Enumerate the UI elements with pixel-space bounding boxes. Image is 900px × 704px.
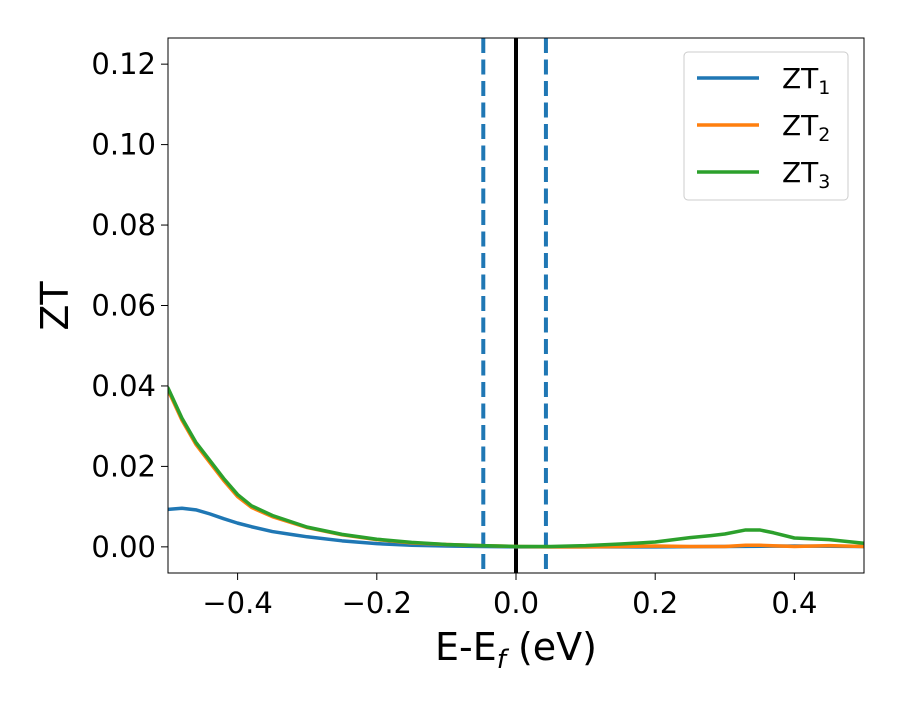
y-axis-ticks: 0.00 0.02 0.04 0.06 0.08 0.10 0.12 — [91, 47, 168, 564]
y-tick-label: 0.12 — [91, 47, 156, 81]
x-tick-label: 0.0 — [493, 586, 539, 620]
legend-label-zt3: ZT3 — [782, 156, 830, 193]
x-tick-label: −0.2 — [342, 586, 412, 620]
x-axis-label: E-Ef (eV) — [435, 625, 597, 675]
x-tick-label: −0.4 — [202, 586, 272, 620]
x-axis-ticks: −0.4 −0.2 0.0 0.2 0.4 — [202, 573, 817, 620]
y-tick-label: 0.08 — [91, 208, 156, 242]
legend: ZT1 ZT2 ZT3 — [683, 51, 849, 201]
y-tick-label: 0.02 — [91, 449, 156, 483]
y-tick-label: 0.04 — [91, 369, 156, 403]
y-tick-label: 0.06 — [91, 289, 156, 323]
legend-box — [683, 51, 849, 201]
x-tick-label: 0.2 — [632, 586, 678, 620]
legend-label-zt2: ZT2 — [782, 109, 830, 146]
y-tick-label: 0.00 — [91, 530, 156, 564]
series-lines — [168, 386, 864, 549]
vertical-lines — [481, 38, 548, 573]
y-axis-label: ZT — [33, 281, 77, 331]
series-line-zt3 — [168, 386, 864, 549]
x-tick-label: 0.4 — [771, 586, 817, 620]
y-tick-label: 0.10 — [91, 128, 156, 162]
legend-label-zt1: ZT1 — [782, 62, 830, 99]
